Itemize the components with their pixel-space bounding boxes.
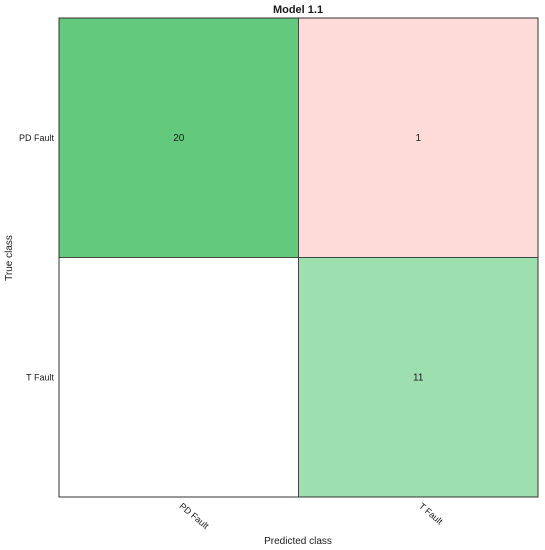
col-tick-label: PD Fault — [177, 501, 211, 531]
matrix-cell — [58, 17, 299, 258]
chart-title: Model 1.1 — [273, 4, 323, 16]
matrix-cell — [58, 257, 299, 498]
matrix-cells — [58, 17, 539, 498]
row-tick-labels: PD Fault T Fault — [19, 133, 55, 383]
matrix-frame — [58, 17, 539, 498]
col-tick-labels: PD Fault T Fault — [177, 501, 445, 531]
row-tick-label: T Fault — [26, 372, 54, 382]
matrix-cell — [298, 17, 539, 258]
y-axis-label: True class — [4, 235, 15, 281]
matrix-cell-labels: 20 111 — [173, 133, 424, 384]
cell-value-label: 20 — [173, 133, 185, 144]
x-axis-label: Predicted class — [264, 536, 332, 547]
matrix-cell — [298, 257, 539, 498]
row-tick-label: PD Fault — [19, 133, 55, 143]
col-tick-label: T Fault — [417, 501, 445, 527]
cell-value-label: 11 — [413, 372, 424, 383]
cell-value-label: 1 — [415, 133, 421, 144]
